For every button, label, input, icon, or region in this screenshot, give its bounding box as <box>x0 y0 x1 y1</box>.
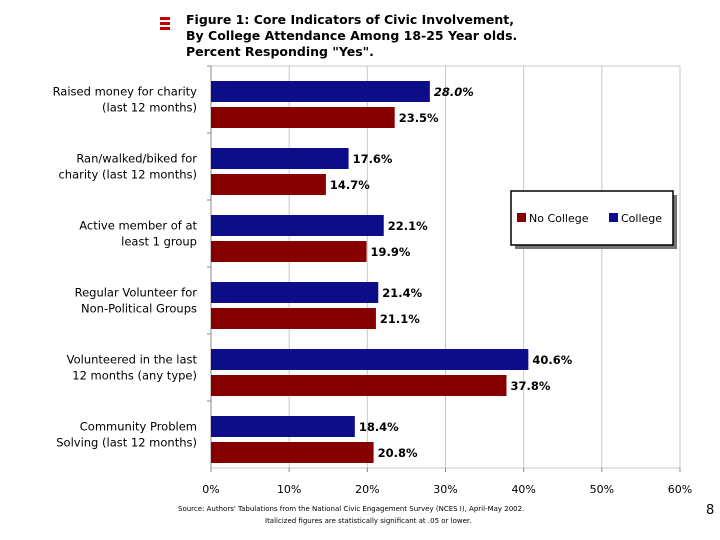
title-bullet-icon <box>160 17 170 31</box>
x-tick-label: 60% <box>668 483 692 496</box>
data-label: 20.8% <box>378 446 418 460</box>
bar-no-college <box>211 174 326 195</box>
category-label: Regular Volunteer for <box>75 286 198 300</box>
legend-label: No College <box>529 212 589 225</box>
x-tick-label: 30% <box>433 483 457 496</box>
data-label: 22.1% <box>388 219 428 233</box>
bar-college <box>211 349 529 370</box>
legend-label: College <box>621 212 662 225</box>
data-label: 19.9% <box>371 245 411 259</box>
category-label: 12 months (any type) <box>72 369 197 383</box>
x-tick-label: 20% <box>355 483 379 496</box>
data-label: 37.8% <box>510 379 550 393</box>
category-label: (last 12 months) <box>102 101 197 115</box>
category-label: Community Problem <box>80 420 197 434</box>
category-label: Non-Political Groups <box>81 302 197 316</box>
category-label: charity (last 12 months) <box>58 168 197 182</box>
bar-no-college <box>211 107 395 128</box>
category-label: Solving (last 12 months) <box>56 436 197 450</box>
chart-title: Figure 1: Core Indicators of Civic Invol… <box>186 12 606 60</box>
bar-no-college <box>211 442 374 463</box>
data-label: 21.4% <box>382 286 422 300</box>
category-label: least 1 group <box>121 235 197 249</box>
title-line-2: By College Attendance Among 18-25 Year o… <box>186 28 518 43</box>
data-label: 18.4% <box>359 420 399 434</box>
bar-college <box>211 282 379 303</box>
bar-no-college <box>211 241 367 262</box>
category-label: Volunteered in the last <box>67 353 198 367</box>
x-tick-label: 50% <box>590 483 614 496</box>
data-label: 17.6% <box>353 152 393 166</box>
category-label: Ran/walked/biked for <box>76 152 197 166</box>
title-line-3: Percent Responding "Yes". <box>186 44 374 59</box>
bar-college <box>211 215 384 236</box>
data-label: 23.5% <box>399 111 439 125</box>
title-line-1: Figure 1: Core Indicators of Civic Invol… <box>186 12 514 27</box>
bar-college <box>211 81 430 102</box>
data-label: 14.7% <box>330 178 370 192</box>
legend-swatch <box>609 213 618 222</box>
data-label: 28.0% <box>434 85 474 99</box>
data-label: 21.1% <box>380 312 420 326</box>
x-tick-label: 40% <box>511 483 535 496</box>
category-label: Raised money for charity <box>53 85 198 99</box>
significance-note: Italicized figures are statistically sig… <box>265 517 472 525</box>
page-number: 8 <box>706 503 715 518</box>
bar-college <box>211 148 349 169</box>
source-note: Source: Authors' Tabulations from the Na… <box>178 505 525 513</box>
x-tick-label: 10% <box>277 483 301 496</box>
data-label: 40.6% <box>532 353 572 367</box>
legend-box <box>510 190 674 246</box>
bar-college <box>211 416 355 437</box>
bar-no-college <box>211 308 376 329</box>
legend-swatch <box>517 213 526 222</box>
bar-no-college <box>211 375 507 396</box>
x-tick-label: 0% <box>202 483 219 496</box>
category-label: Active member of at <box>79 219 197 233</box>
